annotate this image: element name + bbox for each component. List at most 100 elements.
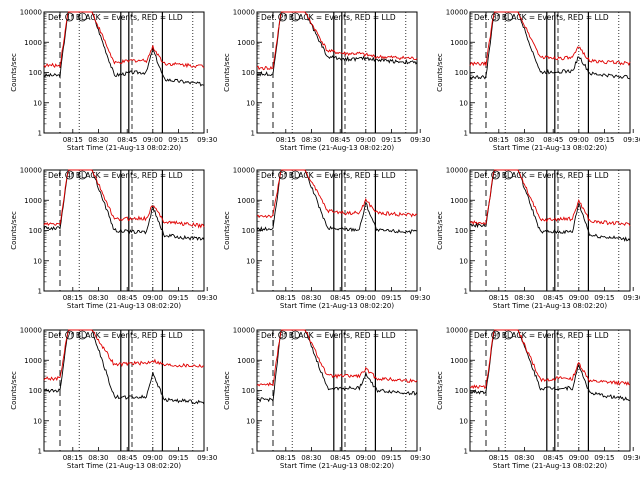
panel-9: Det. 9f BLACK = Events, RED = LLD 1 10 100 1… xyxy=(436,327,640,471)
saturation-loop xyxy=(291,330,300,340)
x-tick-label: 09:30 xyxy=(410,136,430,144)
saturation-loop xyxy=(278,330,287,340)
x-tick-label: 08:15 xyxy=(276,294,296,302)
y-tick-label: 10 xyxy=(246,257,255,265)
saturation-loop xyxy=(491,170,500,180)
y-tick-label: 1000 xyxy=(237,357,255,365)
y-tick-label: 10 xyxy=(459,99,468,107)
x-tick-label: 08:15 xyxy=(63,136,83,144)
plot-frame xyxy=(256,169,418,292)
x-tick-label: 09:15 xyxy=(594,294,614,302)
series-line-lld xyxy=(256,11,418,71)
x-tick-label: 08:15 xyxy=(63,294,83,302)
y-tick-label: 100 xyxy=(242,387,255,395)
y-tick-label: 1 xyxy=(464,130,468,138)
x-tick-label: 08:30 xyxy=(88,454,108,462)
y-tick-label: 10000 xyxy=(233,9,255,17)
series-line-lld xyxy=(256,169,418,219)
x-axis-label: Start Time (21-Aug-13 08:02:20) xyxy=(493,462,607,470)
series-line-lld xyxy=(43,329,205,382)
y-tick-label: 1000 xyxy=(450,197,468,205)
y-tick-label: 100 xyxy=(242,69,255,77)
series-line-events xyxy=(469,329,630,401)
panel-5: Det. 5f BLACK = Events, RED = LLD 1 10 100 1… xyxy=(223,167,430,311)
y-tick-label: 10 xyxy=(459,417,468,425)
x-tick-label: 09:15 xyxy=(168,454,188,462)
y-axis-label: Counts/sec xyxy=(10,211,18,250)
panel-4: Det. 4f BLACK = Events, RED = LLD 1 10 100 1… xyxy=(10,167,217,311)
x-tick-label: 09:30 xyxy=(623,136,640,144)
y-tick-label: 1000 xyxy=(24,357,42,365)
x-axis-label: Start Time (21-Aug-13 08:02:20) xyxy=(493,302,607,310)
y-tick-label: 1000 xyxy=(450,357,468,365)
saturation-loop xyxy=(278,12,287,22)
y-tick-label: 10 xyxy=(246,99,255,107)
panel-title: Det. 2f BLACK = Events, RED = LLD xyxy=(261,13,396,22)
saturation-loop xyxy=(504,12,513,22)
y-tick-label: 1000 xyxy=(450,39,468,47)
y-tick-label: 10 xyxy=(33,257,42,265)
panel-7: Det. 7f BLACK = Events, RED = LLD 1 10 100 1… xyxy=(10,327,217,471)
plot-frame xyxy=(256,11,418,134)
x-tick-label: 08:15 xyxy=(276,136,296,144)
x-tick-label: 09:15 xyxy=(594,454,614,462)
y-tick-label: 1000 xyxy=(24,39,42,47)
y-tick-label: 10000 xyxy=(20,327,42,335)
x-tick-label: 08:45 xyxy=(543,136,563,144)
y-tick-label: 10000 xyxy=(233,167,255,175)
y-tick-label: 10000 xyxy=(446,9,468,17)
x-tick-label: 09:15 xyxy=(594,136,614,144)
y-axis-label: Counts/sec xyxy=(436,53,444,92)
series-line-events xyxy=(469,169,631,242)
series-line-events xyxy=(43,11,205,87)
panel-title: Det. 5f BLACK = Events, RED = LLD xyxy=(261,171,396,180)
y-tick-label: 100 xyxy=(29,227,42,235)
x-axis-label: Start Time (21-Aug-13 08:02:20) xyxy=(67,144,181,152)
x-tick-label: 09:15 xyxy=(168,136,188,144)
series-line-lld xyxy=(256,329,418,387)
x-tick-label: 09:00 xyxy=(569,136,589,144)
y-axis-label: Counts/sec xyxy=(10,53,18,92)
x-tick-label: 09:00 xyxy=(569,454,589,462)
x-tick-label: 08:45 xyxy=(330,294,350,302)
y-tick-label: 100 xyxy=(29,387,42,395)
y-axis-label: Counts/sec xyxy=(223,211,231,250)
x-tick-label: 09:30 xyxy=(410,454,430,462)
saturation-loop xyxy=(78,12,87,22)
panel-6: Det. 6f BLACK = Events, RED = LLD 1 10 100 1… xyxy=(436,167,640,311)
y-tick-label: 10000 xyxy=(446,167,468,175)
plot-frame xyxy=(469,329,631,452)
x-tick-label: 08:45 xyxy=(330,454,350,462)
x-tick-label: 09:30 xyxy=(197,136,217,144)
panel-title: Det. 9f BLACK = Events, RED = LLD xyxy=(474,331,609,340)
x-tick-label: 08:45 xyxy=(117,294,137,302)
y-axis-label: Counts/sec xyxy=(223,53,231,92)
series-line-events xyxy=(43,329,205,405)
saturation-loop xyxy=(65,170,74,180)
y-axis-label: Counts/sec xyxy=(436,211,444,250)
y-tick-label: 1 xyxy=(251,448,255,456)
y-tick-label: 10000 xyxy=(233,327,255,335)
y-tick-label: 10 xyxy=(33,417,42,425)
x-tick-label: 09:15 xyxy=(381,454,401,462)
y-tick-label: 1 xyxy=(38,288,42,296)
plot-frame xyxy=(43,11,205,134)
y-axis-label: Counts/sec xyxy=(223,371,231,410)
x-tick-label: 09:00 xyxy=(569,294,589,302)
x-tick-label: 08:15 xyxy=(63,454,83,462)
saturation-loop xyxy=(278,170,287,180)
x-tick-label: 09:15 xyxy=(381,294,401,302)
x-tick-label: 09:30 xyxy=(197,454,217,462)
plot-frame xyxy=(469,169,631,292)
panel-8: Det. 8f BLACK = Events, RED = LLD 1 10 100 1… xyxy=(223,327,430,471)
x-tick-label: 09:00 xyxy=(356,454,376,462)
x-tick-label: 09:30 xyxy=(410,294,430,302)
y-tick-label: 1000 xyxy=(24,197,42,205)
y-tick-label: 1 xyxy=(251,288,255,296)
y-tick-label: 100 xyxy=(29,69,42,77)
y-tick-label: 10000 xyxy=(20,9,42,17)
series-line-lld xyxy=(469,11,631,67)
x-axis-label: Start Time (21-Aug-13 08:02:20) xyxy=(280,144,394,152)
y-tick-label: 100 xyxy=(455,227,468,235)
